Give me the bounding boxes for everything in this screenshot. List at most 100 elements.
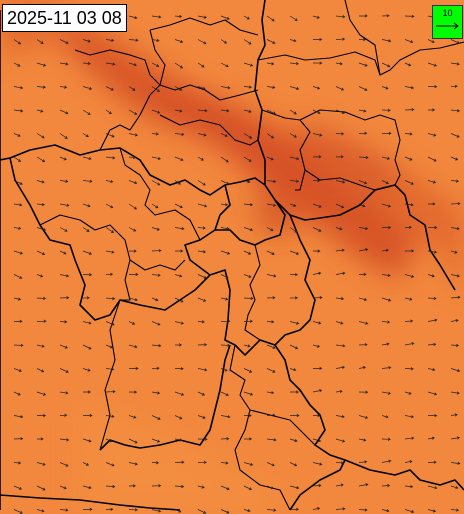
wind-arrow [243, 462, 254, 466]
wind-arrow [289, 203, 297, 207]
wind-arrow [128, 180, 138, 185]
wind-arrow [174, 343, 183, 347]
wind-arrow [197, 180, 206, 186]
wind-arrow [404, 460, 413, 464]
wind-arrow [220, 319, 231, 323]
wind-arrow [220, 368, 228, 372]
wind-arrow [220, 39, 228, 44]
wind-arrow [427, 414, 438, 418]
wind-arrow [312, 15, 320, 19]
wind-arrow [381, 342, 390, 346]
wind-arrow [450, 343, 460, 347]
wind-arrow [13, 297, 22, 301]
wind-arrow [427, 460, 437, 464]
wind-arrow [82, 438, 92, 443]
wind-arrow [128, 438, 138, 444]
wind-arrow [59, 250, 67, 255]
wind-arrow [174, 460, 185, 464]
wind-arrow [312, 86, 321, 90]
wind-arrow [59, 368, 69, 373]
wind-arrow [59, 39, 69, 45]
wind-arrow [151, 203, 159, 209]
wind-arrow [404, 509, 415, 514]
wind-arrow [105, 62, 116, 66]
wind-arrow [82, 61, 91, 66]
wind-arrow [13, 461, 22, 465]
wind-arrow [289, 273, 299, 277]
wind-arrow [427, 367, 436, 372]
wind-arrow [358, 390, 369, 394]
wind-arrow [36, 109, 44, 113]
wind-arrow [174, 415, 183, 420]
wind-arrow [128, 155, 136, 160]
wind-arrow [358, 131, 368, 135]
wind-arrow [128, 38, 139, 42]
wind-arrow [335, 37, 346, 41]
wind-arrow [312, 133, 323, 137]
wind-arrow [220, 461, 229, 465]
wind-arrow [427, 39, 435, 44]
wind-arrow [289, 62, 299, 66]
wind-arrow [312, 296, 323, 300]
wind-arrow [381, 131, 392, 135]
wind-arrow [427, 226, 438, 230]
wind-arrow [59, 109, 69, 115]
wind-arrow [151, 156, 161, 160]
wind-arrow [450, 274, 460, 278]
wind-arrow [450, 62, 460, 66]
wind-arrow [450, 84, 458, 88]
wind-arrow [335, 507, 346, 511]
wind-arrow [105, 438, 113, 443]
wind-arrow [243, 156, 252, 162]
wind-arrow [151, 86, 161, 92]
wind-arrow [427, 485, 438, 490]
wind-arrow [105, 109, 112, 115]
wind-arrow [266, 62, 275, 66]
wind-arrow [335, 155, 344, 159]
wind-arrow [220, 509, 230, 514]
wind-arrow [404, 14, 415, 18]
wind-arrow [289, 15, 298, 21]
wind-arrow [220, 274, 229, 279]
wind-arrow [358, 203, 366, 208]
wind-arrow [197, 368, 208, 372]
wind-arrow [128, 109, 138, 115]
wind-arrow [36, 62, 47, 67]
wind-arrow [312, 462, 323, 466]
wind-arrow [36, 485, 46, 491]
wind-arrow [174, 62, 184, 69]
wind-arrow [151, 461, 160, 465]
wind-arrow [312, 155, 322, 159]
wind-arrow [13, 62, 21, 67]
wind-arrow [197, 320, 205, 324]
wind-arrow [289, 485, 300, 490]
wind-arrow [82, 156, 92, 161]
wind-arrow [335, 109, 346, 114]
wind-arrow [358, 366, 367, 370]
wind-arrow [427, 62, 437, 67]
wind-arrow [128, 508, 138, 512]
wind-arrow [105, 86, 114, 91]
wind-arrow [312, 438, 322, 443]
wind-arrow [312, 179, 321, 183]
wind-arrow [174, 203, 183, 209]
wind-arrow [335, 365, 345, 370]
wind-arrow [174, 509, 182, 513]
wind-arrow [13, 180, 23, 185]
wind-arrow [358, 297, 368, 301]
wind-arrow [151, 109, 161, 114]
wind-arrow [174, 14, 183, 19]
wind-arrow [289, 227, 298, 233]
wind-arrow [220, 62, 229, 68]
wind-arrow [266, 15, 275, 22]
wind-arrow [404, 484, 414, 489]
wind-arrow [358, 180, 368, 185]
wind-arrow [381, 62, 391, 68]
wind-arrow [289, 462, 298, 467]
wind-arrow [82, 485, 92, 490]
wind-arrow [105, 250, 115, 254]
wind-arrow [450, 295, 461, 299]
wind-arrow [59, 133, 68, 139]
wind-arrow [404, 367, 414, 371]
wind-arrow [381, 180, 389, 185]
